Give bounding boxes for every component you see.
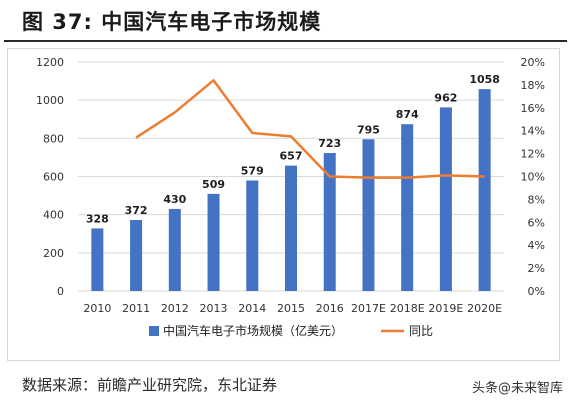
bar xyxy=(207,193,220,291)
bar xyxy=(401,124,414,291)
bar-value-label: 962 xyxy=(434,91,457,104)
right-axis-tick-label: 18% xyxy=(521,79,545,92)
right-axis-tick-label: 6% xyxy=(528,216,545,229)
right-axis-tick-label: 0% xyxy=(528,285,545,298)
x-axis-tick-label: 2018E xyxy=(390,302,425,315)
bar xyxy=(362,139,375,291)
bar-value-label: 509 xyxy=(202,178,225,191)
bar xyxy=(478,89,491,291)
x-axis-ticks: 2010 2011 2012 2013 2014 2015 2016 2017E 2018E 20… xyxy=(83,302,502,315)
x-axis-tick-label: 2016 xyxy=(316,302,344,315)
left-axis-tick-label: 200 xyxy=(43,247,64,260)
bar xyxy=(91,228,104,291)
x-axis-tick-label: 2019E xyxy=(428,302,463,315)
watermark: 头条@未来智库 xyxy=(471,381,563,396)
x-axis-tick-label: 2014 xyxy=(238,302,266,315)
bar-value-label: 795 xyxy=(357,123,380,136)
right-axis-tick-label: 12% xyxy=(521,148,545,161)
x-axis-tick-label: 2017E xyxy=(351,302,386,315)
x-axis-tick-label: 2010 xyxy=(83,302,111,315)
left-axis-tick-label: 1200 xyxy=(36,56,64,69)
left-axis-tick-label: 1000 xyxy=(36,94,64,107)
left-axis-tick-label: 0 xyxy=(57,285,64,298)
bar xyxy=(285,165,297,291)
x-axis-tick-label: 2015 xyxy=(277,302,305,315)
bar-value-label: 430 xyxy=(163,193,186,206)
bar xyxy=(168,208,181,291)
legend-bar-swatch xyxy=(149,326,159,336)
right-axis-tick-label: 20% xyxy=(521,56,545,69)
bar xyxy=(130,220,143,291)
right-axis-tick-label: 4% xyxy=(528,239,545,252)
growth-line xyxy=(135,79,485,179)
x-axis-tick-label: 2013 xyxy=(200,302,228,315)
legend: 中国汽车电子市场规模（亿美元） 同比 xyxy=(149,323,433,338)
growth-line-series xyxy=(135,79,485,179)
bar-value-label: 372 xyxy=(125,204,148,217)
right-axis-tick-label: 2% xyxy=(528,262,545,275)
left-axis-tick-label: 800 xyxy=(43,132,64,145)
source-note: 数据来源：前瞻产业研究院，东北证券 xyxy=(22,376,278,394)
x-axis-tick-label: 2011 xyxy=(122,302,150,315)
figure-title: 图 37: 中国汽车电子市场规模 xyxy=(22,10,322,34)
right-axis-tick-label: 14% xyxy=(521,125,545,138)
bar-value-label: 874 xyxy=(396,108,419,121)
bar-value-label: 328 xyxy=(86,212,109,225)
right-axis-tick-label: 16% xyxy=(521,102,545,115)
bar-value-label: 579 xyxy=(241,165,264,178)
chart-area: 328 372 430 509 579 657 723 795 874 962 1058 0 200 4… xyxy=(7,48,560,361)
x-axis-tick-label: 2020E xyxy=(467,302,502,315)
right-axis-ticks: 0% 2% 4% 6% 8% 10% 12% 14% 16% 18% 20% xyxy=(521,56,545,298)
bar xyxy=(323,153,336,291)
data-labels: 328 372 430 509 579 657 723 795 874 962 1058 xyxy=(86,73,500,225)
bar-series xyxy=(91,89,491,291)
legend-line-label: 同比 xyxy=(409,324,433,338)
chart-svg: 328 372 430 509 579 657 723 795 874 962 1058 0 200 4… xyxy=(36,56,545,338)
left-axis-tick-label: 400 xyxy=(43,209,64,222)
bar-value-label: 1058 xyxy=(469,73,500,86)
bar-value-label: 657 xyxy=(280,150,303,163)
left-axis-tick-label: 600 xyxy=(43,171,64,184)
left-axis-ticks: 0 200 400 600 800 1000 1200 xyxy=(36,56,64,298)
right-axis-tick-label: 8% xyxy=(528,193,545,206)
bar xyxy=(246,180,259,291)
bar xyxy=(439,107,452,291)
x-axis-tick-label: 2012 xyxy=(161,302,189,315)
bar-value-label: 723 xyxy=(318,137,341,150)
legend-bar-label: 中国汽车电子市场规模（亿美元） xyxy=(163,323,343,338)
title-divider xyxy=(4,40,567,42)
right-axis-tick-label: 10% xyxy=(521,171,545,184)
